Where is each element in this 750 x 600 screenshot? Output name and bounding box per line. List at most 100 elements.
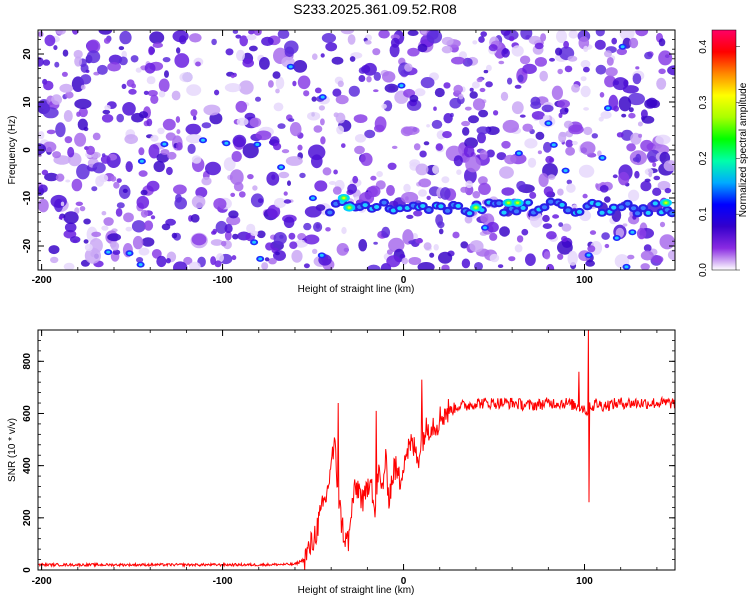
heatmap-cell	[337, 80, 344, 88]
heatmap-cell	[441, 176, 450, 184]
heatmap-cell	[464, 215, 473, 224]
heatmap-cell	[252, 240, 257, 244]
heatmap-cell	[438, 228, 444, 235]
heatmap-cell	[272, 71, 281, 79]
heatmap-cell	[549, 57, 555, 62]
heatmap-cell	[63, 211, 79, 225]
heatmap-cell	[423, 242, 432, 251]
heatmap-cell	[404, 63, 413, 72]
heatmap-cell	[529, 191, 537, 199]
heatmap-cell	[621, 113, 627, 118]
heatmap-cell	[113, 181, 120, 189]
heatmap-cell	[520, 30, 533, 40]
heatmap-cell	[358, 239, 368, 252]
heatmap-cell	[125, 226, 133, 232]
heatmap-cell	[249, 45, 258, 52]
snr-frame	[37, 329, 676, 571]
heatmap-cell	[632, 73, 642, 85]
heatmap-cell	[469, 87, 474, 92]
heatmap-cell	[312, 248, 318, 254]
heatmap-cell	[564, 107, 569, 113]
heatmap-cell	[539, 70, 548, 82]
heatmap-cell	[628, 189, 640, 202]
heatmap-cell	[373, 89, 379, 93]
heatmap-cell	[80, 74, 92, 85]
heatmap-cell	[640, 263, 650, 270]
heatmap-cell	[474, 262, 483, 270]
heatmap-cell	[108, 54, 123, 65]
heatmap-cell	[156, 255, 167, 268]
heatmap-cell	[320, 136, 326, 145]
heatmap-cell	[293, 60, 308, 73]
signal-band-cell	[445, 208, 451, 213]
heatmap-cell	[504, 154, 517, 165]
heatmap-cell	[230, 192, 236, 197]
heatmap-cell	[626, 143, 636, 152]
heatmap-cell	[399, 84, 404, 88]
heatmap-cell	[547, 174, 556, 180]
heatmap-cell	[366, 264, 381, 270]
heatmap-cell	[390, 37, 400, 48]
heatmap-cell	[476, 77, 483, 83]
heatmap-cell	[658, 68, 666, 75]
chart-title: S233.2025.361.09.52.R08	[293, 1, 457, 17]
heatmap-cell	[191, 233, 207, 246]
heatmap-cell	[193, 115, 197, 121]
heatmap-cell	[101, 225, 109, 231]
heatmap-cell	[578, 164, 595, 178]
heatmap-cell	[652, 187, 662, 196]
heatmap-cell	[546, 121, 551, 125]
heatmap-cell	[476, 126, 490, 135]
heatmap-cell	[641, 115, 655, 124]
heatmap-cell	[299, 172, 306, 179]
heatmap-cell	[456, 169, 462, 175]
heatmap-cell	[453, 84, 464, 94]
heatmap-cell	[555, 47, 563, 56]
heatmap-cell	[135, 67, 142, 73]
heatmap-cell	[55, 173, 65, 182]
heatmap-cell	[611, 37, 617, 45]
heatmap-cell	[121, 50, 127, 59]
heatmap-cell	[268, 80, 274, 88]
heatmap-cell	[441, 36, 454, 46]
heatmap-cell	[158, 90, 166, 98]
y-tick-label: 10	[22, 96, 33, 108]
signal-band-cell	[559, 202, 565, 207]
heatmap-cell	[112, 249, 121, 255]
heatmap-cell	[250, 230, 259, 236]
heatmap-cell	[534, 57, 548, 67]
heatmap-cell	[612, 174, 618, 179]
heatmap-cell	[248, 30, 255, 35]
heatmap-cell	[600, 156, 605, 160]
heatmap-cell	[162, 57, 171, 63]
heatmap-cell	[472, 40, 478, 45]
heatmap-cell	[44, 172, 59, 182]
heatmap-cell	[131, 220, 146, 233]
heatmap-cell	[464, 106, 472, 111]
heatmap-cell	[629, 37, 639, 49]
y-tick-label: -10	[22, 190, 33, 205]
heatmap-cell	[239, 35, 248, 47]
heatmap-cell	[488, 44, 498, 52]
heatmap-cell	[616, 48, 627, 56]
heatmap-cell	[429, 252, 435, 258]
heatmap-cell	[261, 36, 274, 47]
colorbar-tick-label: 0.1	[698, 207, 709, 221]
signal-band-cell	[438, 204, 444, 209]
heatmap-cell	[83, 239, 89, 244]
heatmap-cell	[164, 70, 169, 78]
heatmap-cell	[521, 228, 529, 236]
heatmap-cell	[452, 231, 460, 239]
heatmap-cell	[535, 131, 545, 140]
heatmap-cell	[348, 85, 360, 97]
heatmap-cell	[378, 30, 390, 39]
heatmap-cell	[259, 57, 270, 70]
heatmap-cell	[376, 171, 383, 178]
signal-peak	[342, 196, 346, 200]
heatmap-cell	[443, 82, 451, 89]
heatmap-cell	[214, 260, 222, 268]
heatmap-cell	[166, 166, 173, 176]
heatmap-cell	[313, 222, 323, 232]
heatmap-cell	[162, 142, 167, 146]
heatmap-cell	[320, 118, 325, 126]
